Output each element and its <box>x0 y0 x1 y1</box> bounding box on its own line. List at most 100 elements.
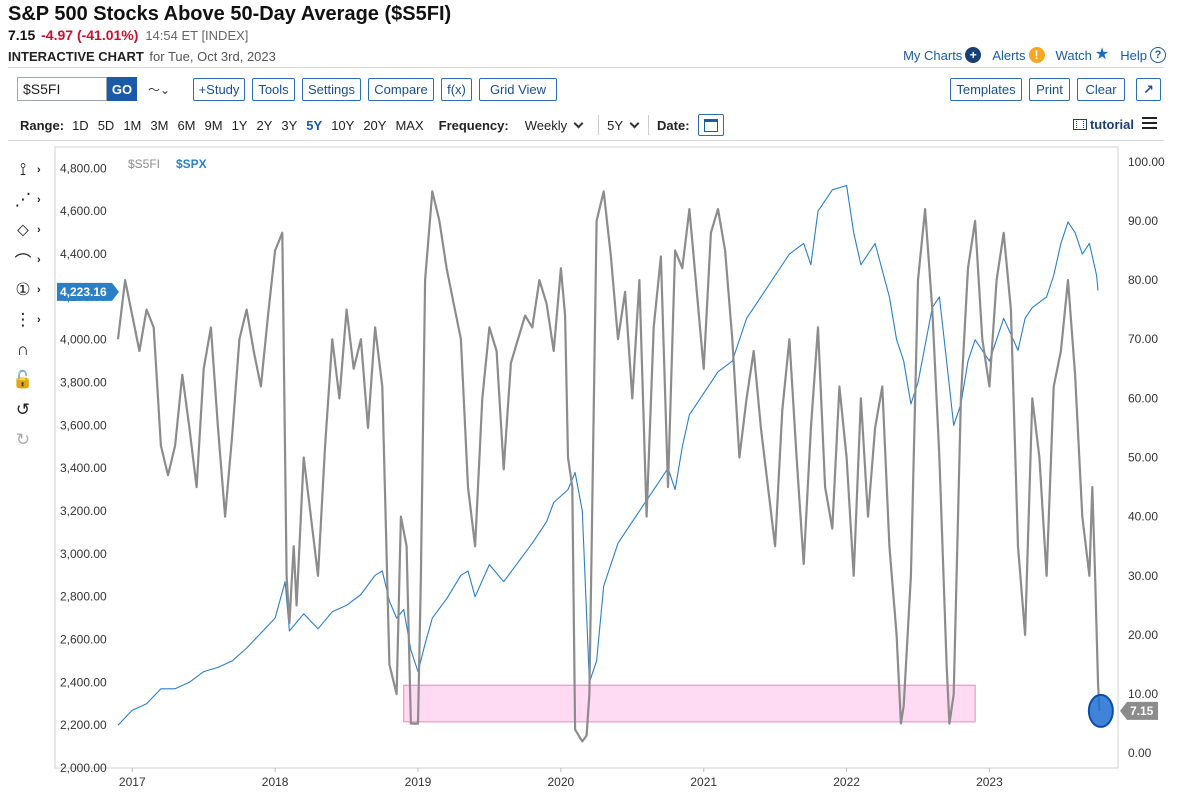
tools-button[interactable]: Tools <box>252 78 295 101</box>
chart-type-dropdown[interactable]: 〜⌄ <box>147 82 171 97</box>
function-button[interactable]: f(x) <box>441 78 472 101</box>
compare-button[interactable]: Compare <box>368 78 434 101</box>
right-axis-tick-label: 100.00 <box>1128 155 1165 169</box>
alerts-link[interactable]: Alerts ! <box>992 47 1045 63</box>
last-value: 7.15 <box>8 27 36 43</box>
magnet-icon: ∩ <box>16 340 30 359</box>
clear-button[interactable]: Clear <box>1077 78 1125 101</box>
range-bar: Range: 1D 5D 1M 3M 6M 9M 1Y 2Y 3Y 5Y 10Y 20Y MAX Fre… <box>20 114 724 136</box>
tool-measure[interactable]: ⋮ › <box>10 305 52 335</box>
range-option-5y[interactable]: 5Y <box>306 117 323 133</box>
print-button[interactable]: Print <box>1029 78 1070 101</box>
x-axis-tick-label: 2018 <box>262 775 289 789</box>
left-axis-tick-label: 3,200.00 <box>60 504 107 518</box>
undo-icon: ↺ <box>15 400 31 419</box>
templates-button[interactable]: Templates <box>950 78 1022 101</box>
add-study-button[interactable]: +Study <box>193 78 245 101</box>
range-option-10y[interactable]: 10Y <box>331 117 355 133</box>
x-axis-tick-label: 2017 <box>119 775 146 789</box>
period-dropdown[interactable]: 5Y <box>607 118 640 133</box>
range-option-1y[interactable]: 1Y <box>231 117 248 133</box>
alerts-label: Alerts <box>992 47 1026 63</box>
right-axis-tick-label: 30.00 <box>1128 569 1158 583</box>
left-axis-tick-label: 2,400.00 <box>60 675 107 689</box>
frequency-dropdown[interactable]: Weekly <box>524 117 584 133</box>
left-axis-tick-label: 4,600.00 <box>60 204 107 218</box>
help-label: Help <box>1120 47 1147 63</box>
range-option-5d[interactable]: 5D <box>97 117 115 133</box>
left-axis-tick-label: 4,000.00 <box>60 333 107 347</box>
tool-shapes[interactable]: ⬦ › <box>10 215 52 245</box>
toolbar-divider <box>8 140 1164 141</box>
series-line-spx <box>117 184 1099 726</box>
change-value: -4.97 (-41.01%) <box>41 27 139 43</box>
go-button[interactable]: GO <box>107 77 137 101</box>
left-axis-tick-label: 4,400.00 <box>60 247 107 261</box>
range-option-1d[interactable]: 1D <box>72 117 89 133</box>
arc-icon: ⌒ <box>14 252 32 272</box>
my-charts-link[interactable]: My Charts + <box>903 47 982 63</box>
x-axis-tick-label: 2019 <box>405 775 432 789</box>
tool-lock[interactable]: 🔓 <box>10 365 52 395</box>
range-option-2y[interactable]: 2Y <box>256 117 273 133</box>
watch-link[interactable]: Watch ★ <box>1056 47 1110 63</box>
menu-icon[interactable] <box>1142 117 1157 129</box>
redo-icon: ↻ <box>15 430 31 449</box>
range-divider <box>598 115 600 135</box>
chevron-right-icon: › <box>37 224 41 236</box>
help-link[interactable]: Help ? <box>1120 47 1166 63</box>
spx-last-value-label: 4,223.16 <box>60 285 107 299</box>
chevron-right-icon: › <box>37 254 41 266</box>
expand-icon[interactable]: ↗ <box>1136 78 1161 101</box>
watch-label: Watch <box>1055 47 1092 63</box>
left-axis-tick-label: 3,600.00 <box>60 418 107 432</box>
s5fi-last-value-label: 7.15 <box>1130 704 1154 718</box>
range-divider <box>648 115 650 135</box>
frequency-value: Weekly <box>524 117 568 133</box>
range-option-max[interactable]: MAX <box>395 117 424 133</box>
grid-view-button[interactable]: Grid View <box>479 78 557 101</box>
chart-subline: INTERACTIVE CHART for Tue, Oct 3rd, 2023 <box>8 49 276 64</box>
range-option-6m[interactable]: 6M <box>177 117 196 133</box>
tutorial-link[interactable]: tutorial <box>1072 117 1134 132</box>
date-label: Date: <box>657 117 690 133</box>
symbol-input[interactable]: $S5FI <box>17 77 107 101</box>
range-label: Range: <box>20 117 65 133</box>
range-option-3m[interactable]: 3M <box>150 117 169 133</box>
legend-s5fi: $S5FI <box>128 157 160 171</box>
range-option-1m[interactable]: 1M <box>123 117 142 133</box>
chevron-right-icon: › <box>37 194 41 206</box>
calendar-button[interactable] <box>697 114 724 136</box>
header-divider <box>8 67 1164 68</box>
help-icon: ? <box>1150 47 1166 63</box>
tool-undo[interactable]: ↺ <box>10 395 52 425</box>
legend-spx: $SPX <box>176 157 207 171</box>
range-options: 1D 5D 1M 3M 6M 9M 1Y 2Y 3Y 5Y 10Y 20Y MAX <box>72 118 433 133</box>
tool-arc[interactable]: ⌒ › <box>10 245 52 275</box>
right-axis-tick-label: 80.00 <box>1128 273 1158 287</box>
left-axis-tick-label: 2,800.00 <box>60 590 107 604</box>
shapes-icon: ⬦ <box>17 220 29 239</box>
calendar-icon <box>703 118 718 132</box>
right-axis-tick-label: 40.00 <box>1128 510 1158 524</box>
right-axis-tick-label: 20.00 <box>1128 628 1158 642</box>
range-option-3y[interactable]: 3Y <box>281 117 298 133</box>
right-axis-tick-label: 0.00 <box>1128 746 1152 760</box>
plus-circle-icon: + <box>965 47 982 63</box>
chart-date-label: for Tue, Oct 3rd, 2023 <box>149 49 276 64</box>
tool-annotation[interactable]: ① › <box>10 275 52 305</box>
film-icon <box>1072 119 1087 130</box>
left-axis-tick-label: 4,800.00 <box>60 161 107 175</box>
quote-time: 14:54 ET [INDEX] <box>145 28 249 43</box>
x-axis-tick-label: 2021 <box>690 775 717 789</box>
tool-trendline[interactable]: ⋰ › <box>10 185 52 215</box>
tool-redo[interactable]: ↻ <box>10 425 52 455</box>
tool-magnet[interactable]: ∩ <box>10 335 52 365</box>
crosshair-icon: ⟟ <box>19 160 27 179</box>
range-option-20y[interactable]: 20Y <box>363 117 387 133</box>
settings-button[interactable]: Settings <box>302 78 361 101</box>
tool-crosshair[interactable]: ⟟ › <box>10 155 52 185</box>
range-option-9m[interactable]: 9M <box>204 117 223 133</box>
drawing-tools: ⟟ › ⋰ › ⬦ › ⌒ › ① › ⋮ › ∩ 🔓 ↺ ↻ <box>10 155 52 455</box>
